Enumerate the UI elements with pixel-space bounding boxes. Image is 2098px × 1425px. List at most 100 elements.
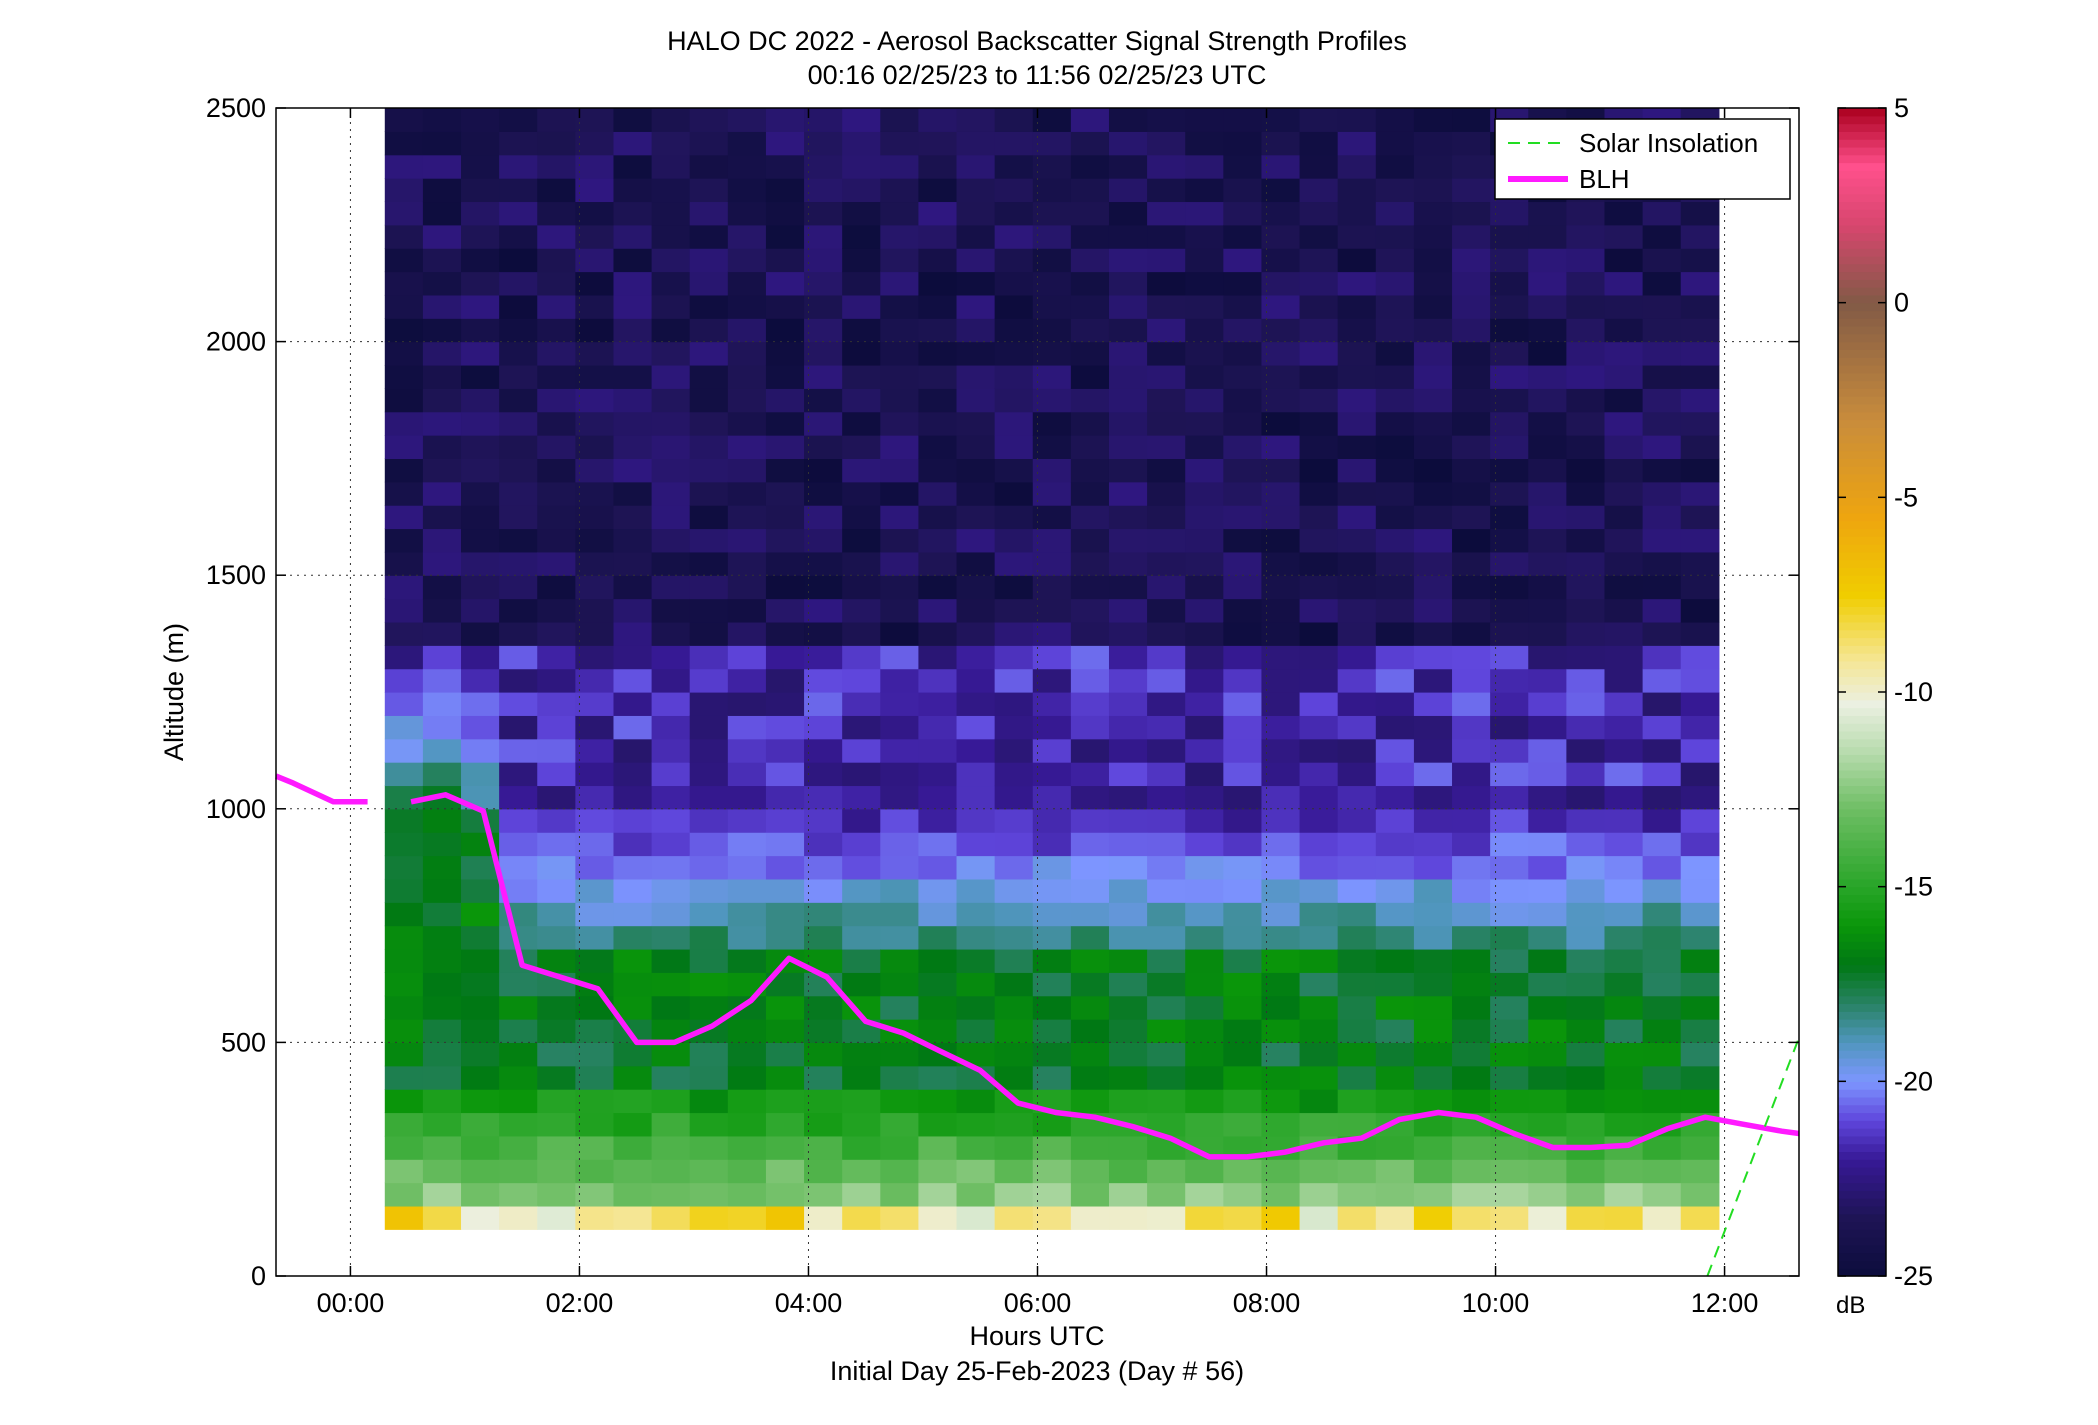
heatmap-cell: [804, 1182, 843, 1207]
heatmap-cell: [1185, 224, 1224, 249]
heatmap-cell: [384, 598, 424, 623]
heatmap-cell: [1642, 692, 1682, 716]
heatmap-cell: [384, 785, 424, 810]
heatmap-cell: [1642, 808, 1682, 833]
heatmap-cell: [1604, 505, 1644, 530]
heatmap-cell: [1032, 131, 1072, 156]
heatmap-cell: [613, 271, 653, 296]
heatmap-cell: [1452, 318, 1491, 343]
heatmap-cell: [1413, 341, 1453, 366]
heatmap-cell: [1070, 271, 1110, 296]
heatmap-cell: [1452, 364, 1491, 389]
heatmap-cell: [575, 855, 615, 880]
heatmap-cell: [1147, 131, 1186, 156]
heatmap-cell: [1070, 692, 1110, 716]
heatmap-cell: [461, 762, 500, 787]
heatmap-cell: [1032, 832, 1072, 857]
colorbar-gradient: [1838, 108, 1886, 1277]
heatmap-cell: [918, 364, 958, 389]
heatmap-cell: [461, 1042, 500, 1067]
heatmap-cell: [461, 551, 500, 576]
heatmap-cell: [918, 948, 958, 973]
heatmap-cell: [804, 505, 843, 530]
heatmap-cell: [956, 995, 996, 1020]
heatmap-cell: [613, 294, 653, 319]
heatmap-cell: [918, 294, 958, 319]
heatmap-cell: [651, 224, 691, 249]
heatmap-cell: [880, 528, 920, 553]
heatmap-cell: [1147, 575, 1186, 600]
heatmap-cell: [1223, 341, 1263, 366]
heatmap-cell: [1566, 1112, 1606, 1137]
heatmap-cell: [1299, 1042, 1339, 1067]
colorbar-segment: [1838, 248, 1886, 257]
heatmap-cell: [1299, 692, 1339, 716]
heatmap-cell: [765, 855, 805, 880]
heatmap-cell: [1337, 318, 1377, 343]
heatmap-cell: [994, 738, 1034, 763]
heatmap-cell: [1490, 1065, 1529, 1090]
heatmap-cell: [1032, 878, 1072, 903]
heatmap-cell: [918, 1019, 958, 1043]
heatmap-cell: [1299, 271, 1339, 296]
heatmap-cell: [1032, 855, 1072, 880]
heatmap-cell: [918, 131, 958, 156]
heatmap-cell: [613, 785, 653, 810]
heatmap-cell: [1490, 575, 1529, 600]
heatmap-cell: [994, 1159, 1034, 1184]
heatmap-cell: [994, 318, 1034, 343]
heatmap-cell: [384, 575, 424, 600]
heatmap-cell: [1452, 271, 1491, 296]
heatmap-cell: [1452, 878, 1491, 903]
heatmap-cell: [1032, 1135, 1072, 1160]
heatmap-cell: [1299, 528, 1339, 553]
heatmap-cell: [613, 154, 653, 179]
heatmap-cell: [727, 762, 767, 787]
heatmap-cell: [956, 1089, 996, 1114]
heatmap-cell: [1108, 1065, 1148, 1090]
heatmap-cell: [1108, 808, 1148, 833]
heatmap-cell: [1490, 248, 1529, 273]
heatmap-cell: [1490, 271, 1529, 296]
heatmap-cell: [651, 948, 691, 973]
heatmap-cell: [1642, 785, 1682, 810]
heatmap-cell: [765, 364, 805, 389]
heatmap-cell: [1147, 902, 1186, 927]
heatmap-cell: [422, 692, 462, 716]
heatmap-cell: [1375, 621, 1415, 646]
colorbar-segment: [1838, 863, 1886, 872]
heatmap-cell: [1299, 902, 1339, 927]
heatmap-cell: [1147, 1042, 1186, 1067]
heatmap-cell: [1147, 715, 1186, 740]
heatmap-cell: [918, 1112, 958, 1137]
heatmap-cell: [1032, 575, 1072, 600]
heatmap-cell: [613, 878, 653, 903]
colorbar-segment: [1838, 668, 1886, 678]
heatmap-cell: [1147, 318, 1186, 343]
colorbar-segment: [1838, 925, 1886, 934]
heatmap-cell: [422, 154, 462, 179]
heatmap-cell: [1337, 364, 1377, 389]
heatmap-cell: [1070, 178, 1110, 203]
heatmap-cell: [1413, 1182, 1453, 1207]
heatmap-cell: [1452, 972, 1491, 997]
heatmap-cell: [384, 715, 424, 740]
heatmap-cell: [1490, 411, 1529, 436]
heatmap-cell: [1299, 715, 1339, 740]
heatmap-cell: [1261, 762, 1301, 787]
heatmap-cell: [765, 668, 805, 693]
heatmap-cell: [575, 575, 615, 600]
heatmap-cell: [1413, 505, 1453, 530]
heatmap-cell: [575, 1182, 615, 1207]
heatmap-cell: [1147, 528, 1186, 553]
heatmap-cell: [1032, 948, 1072, 973]
heatmap-cell: [1147, 435, 1186, 459]
heatmap-cell: [1413, 1112, 1453, 1137]
heatmap-cell: [1642, 411, 1682, 436]
heatmap-cell: [384, 1065, 424, 1090]
heatmap-cell: [651, 1089, 691, 1114]
heatmap-cell: [918, 925, 958, 950]
heatmap-cell: [384, 972, 424, 997]
heatmap-cell: [1108, 1089, 1148, 1114]
heatmap-cell: [1413, 668, 1453, 693]
